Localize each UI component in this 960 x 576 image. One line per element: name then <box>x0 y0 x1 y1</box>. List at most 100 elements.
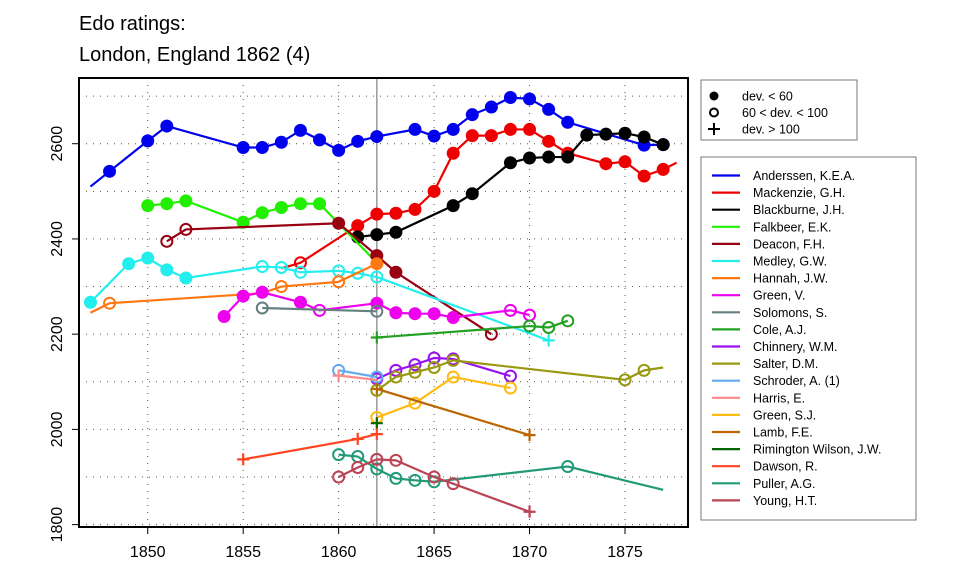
legend-series-label: Anderssen, K.E.A. <box>753 169 855 183</box>
filled-point <box>427 307 441 321</box>
filled-point <box>160 119 174 133</box>
plus-point <box>351 432 364 445</box>
open-point <box>542 320 556 334</box>
filled-point <box>141 199 155 213</box>
open-point <box>103 296 117 310</box>
filled-point <box>542 102 556 116</box>
marker-legend-box <box>700 79 858 141</box>
filled-point <box>408 307 422 321</box>
filled-point <box>236 215 250 229</box>
filled-point <box>370 228 384 242</box>
filled-point <box>313 133 327 147</box>
legend-series-label: Green, V. <box>753 289 805 303</box>
series-schroder-a-1 <box>332 363 384 384</box>
legend-series-label: Green, S.J. <box>753 408 816 422</box>
filled-point <box>523 122 537 136</box>
filled-point <box>408 202 422 216</box>
filled-point <box>637 130 651 144</box>
filled-point <box>561 115 575 129</box>
open-point <box>561 314 575 328</box>
plus-point <box>542 334 555 347</box>
series-line <box>89 262 378 314</box>
filled-point <box>523 151 537 165</box>
legend-series-label: Chinnery, W.M. <box>753 340 838 354</box>
filled-point <box>465 108 479 122</box>
open-point <box>503 381 517 395</box>
filled-point <box>293 295 307 309</box>
legend-series-label: Young, H.T. <box>753 494 817 508</box>
filled-point <box>389 265 403 279</box>
filled-point <box>160 197 174 211</box>
filled-point <box>351 134 365 148</box>
y-tick-label: 2000 <box>49 411 66 447</box>
open-point <box>332 448 346 462</box>
filled-point <box>389 225 403 239</box>
filled-point <box>656 162 670 176</box>
filled-point <box>293 197 307 211</box>
x-tick-label: 1875 <box>607 544 643 561</box>
filled-point <box>503 91 517 105</box>
open-point <box>408 358 422 372</box>
filled-point <box>332 216 346 230</box>
open-point <box>446 477 460 491</box>
filled-point <box>580 128 594 142</box>
open-point <box>370 452 384 466</box>
series-line <box>376 359 664 392</box>
filled-point <box>160 263 174 277</box>
x-tick-label: 1860 <box>321 544 357 561</box>
series-hannah-j-w <box>89 257 384 314</box>
filled-point <box>599 157 613 171</box>
series-blackburne-j-h <box>351 126 670 244</box>
filled-point <box>427 184 441 198</box>
x-tick-label: 1865 <box>416 544 452 561</box>
open-point <box>160 234 174 248</box>
filled-point <box>408 122 422 136</box>
filled-point <box>370 207 384 221</box>
filled-point <box>255 141 269 155</box>
series-line <box>338 374 377 381</box>
legend-series-label: Medley, G.W. <box>753 255 827 269</box>
filled-point <box>427 129 441 143</box>
series-line <box>357 132 664 239</box>
legend-series-label: Schroder, A. (1) <box>753 374 840 388</box>
open-point <box>370 270 384 284</box>
chart-title-line2: London, England 1862 (4) <box>79 44 310 66</box>
open-point <box>408 365 422 379</box>
marker-legend: dev. < 60 60 < dev. < 100 dev. > 100 <box>700 79 858 141</box>
open-point <box>255 260 269 274</box>
y-tick-label: 2600 <box>49 126 66 162</box>
filled-point <box>599 127 613 141</box>
open-point <box>370 462 384 476</box>
filled-point <box>274 135 288 149</box>
plus-point <box>370 331 383 344</box>
legend-series-label: Lamb, F.E. <box>753 426 813 440</box>
series-rimington-wilson-j-w <box>370 417 383 430</box>
open-point <box>370 304 384 318</box>
open-point <box>408 473 422 487</box>
plot-frame <box>78 77 689 528</box>
filled-point <box>332 143 346 157</box>
filled-point <box>389 306 403 320</box>
open-point <box>389 453 403 467</box>
filled-point <box>370 130 384 144</box>
open-point <box>351 266 365 280</box>
filled-point <box>103 164 117 178</box>
filled-point <box>446 146 460 160</box>
filled-point <box>179 271 193 285</box>
series-legend-box <box>700 156 917 521</box>
filled-point <box>503 156 517 170</box>
filled-point <box>274 201 288 215</box>
series-harris-e <box>332 369 377 382</box>
open-point <box>332 275 346 289</box>
legend-filled-circle-icon <box>709 91 719 101</box>
series-falkbeer-e-k <box>141 194 378 264</box>
open-point <box>293 265 307 279</box>
filled-point <box>141 251 155 265</box>
legend-series-label: Puller, A.G. <box>753 477 816 491</box>
filled-point <box>236 141 250 155</box>
series-green-v <box>217 285 537 324</box>
series-green-s-j <box>370 370 517 424</box>
open-point <box>446 353 460 367</box>
series-line <box>376 375 511 419</box>
y-tick-label: 1800 <box>49 507 66 543</box>
